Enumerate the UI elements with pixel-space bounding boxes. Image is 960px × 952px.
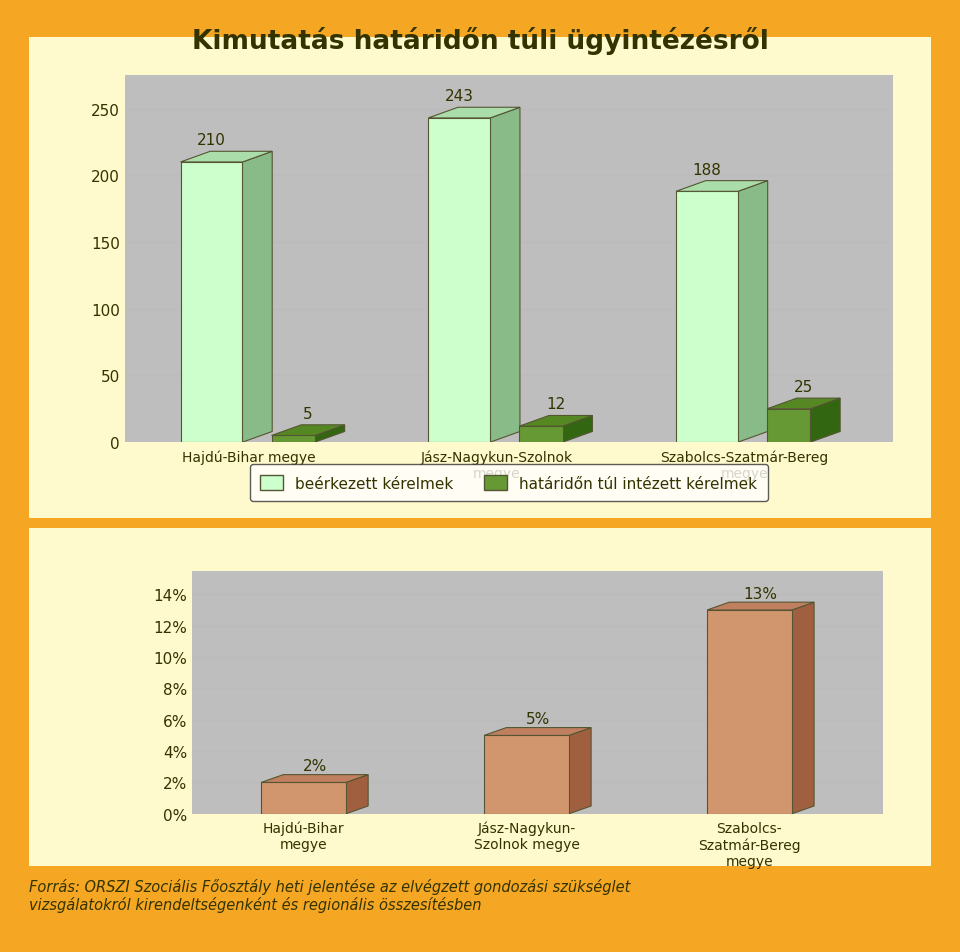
- Bar: [428, 119, 491, 443]
- Polygon shape: [810, 399, 840, 443]
- Text: 12: 12: [546, 397, 565, 412]
- Bar: [708, 610, 792, 814]
- Polygon shape: [767, 399, 840, 409]
- Bar: [484, 736, 569, 814]
- Polygon shape: [519, 416, 592, 426]
- Polygon shape: [272, 426, 345, 436]
- Polygon shape: [491, 109, 520, 443]
- Text: 210: 210: [197, 133, 226, 149]
- Bar: [676, 192, 738, 443]
- Polygon shape: [569, 728, 591, 814]
- Polygon shape: [484, 728, 591, 736]
- Polygon shape: [676, 182, 768, 192]
- Polygon shape: [315, 426, 345, 443]
- Polygon shape: [180, 152, 273, 163]
- Bar: [519, 426, 563, 443]
- Text: 2%: 2%: [302, 758, 326, 773]
- Polygon shape: [708, 603, 814, 610]
- Text: 5: 5: [303, 407, 313, 422]
- Text: 188: 188: [692, 163, 721, 177]
- Polygon shape: [792, 603, 814, 814]
- FancyBboxPatch shape: [6, 29, 954, 528]
- Polygon shape: [261, 775, 368, 783]
- Bar: [180, 163, 243, 443]
- FancyBboxPatch shape: [6, 522, 954, 873]
- Text: 25: 25: [794, 380, 813, 395]
- Text: Forrás: ORSZI Szociális Főosztály heti jelentése az elvégzett gondozási szükségl: Forrás: ORSZI Szociális Főosztály heti j…: [29, 878, 630, 912]
- Text: 243: 243: [444, 89, 473, 104]
- Polygon shape: [563, 416, 592, 443]
- Legend: beérkezett kérelmek, határidőn túl intézett kérelmek: beérkezett kérelmek, határidőn túl intéz…: [250, 465, 768, 502]
- Bar: [261, 783, 346, 814]
- Polygon shape: [243, 152, 273, 443]
- Bar: [272, 436, 315, 443]
- Polygon shape: [738, 182, 768, 443]
- Polygon shape: [428, 109, 520, 119]
- Polygon shape: [346, 775, 368, 814]
- Text: 5%: 5%: [525, 711, 550, 726]
- Bar: [767, 409, 810, 443]
- Text: 13%: 13%: [744, 586, 778, 601]
- Text: Kimutatás határidőn túli ügyintézésről: Kimutatás határidőn túli ügyintézésről: [192, 27, 768, 54]
